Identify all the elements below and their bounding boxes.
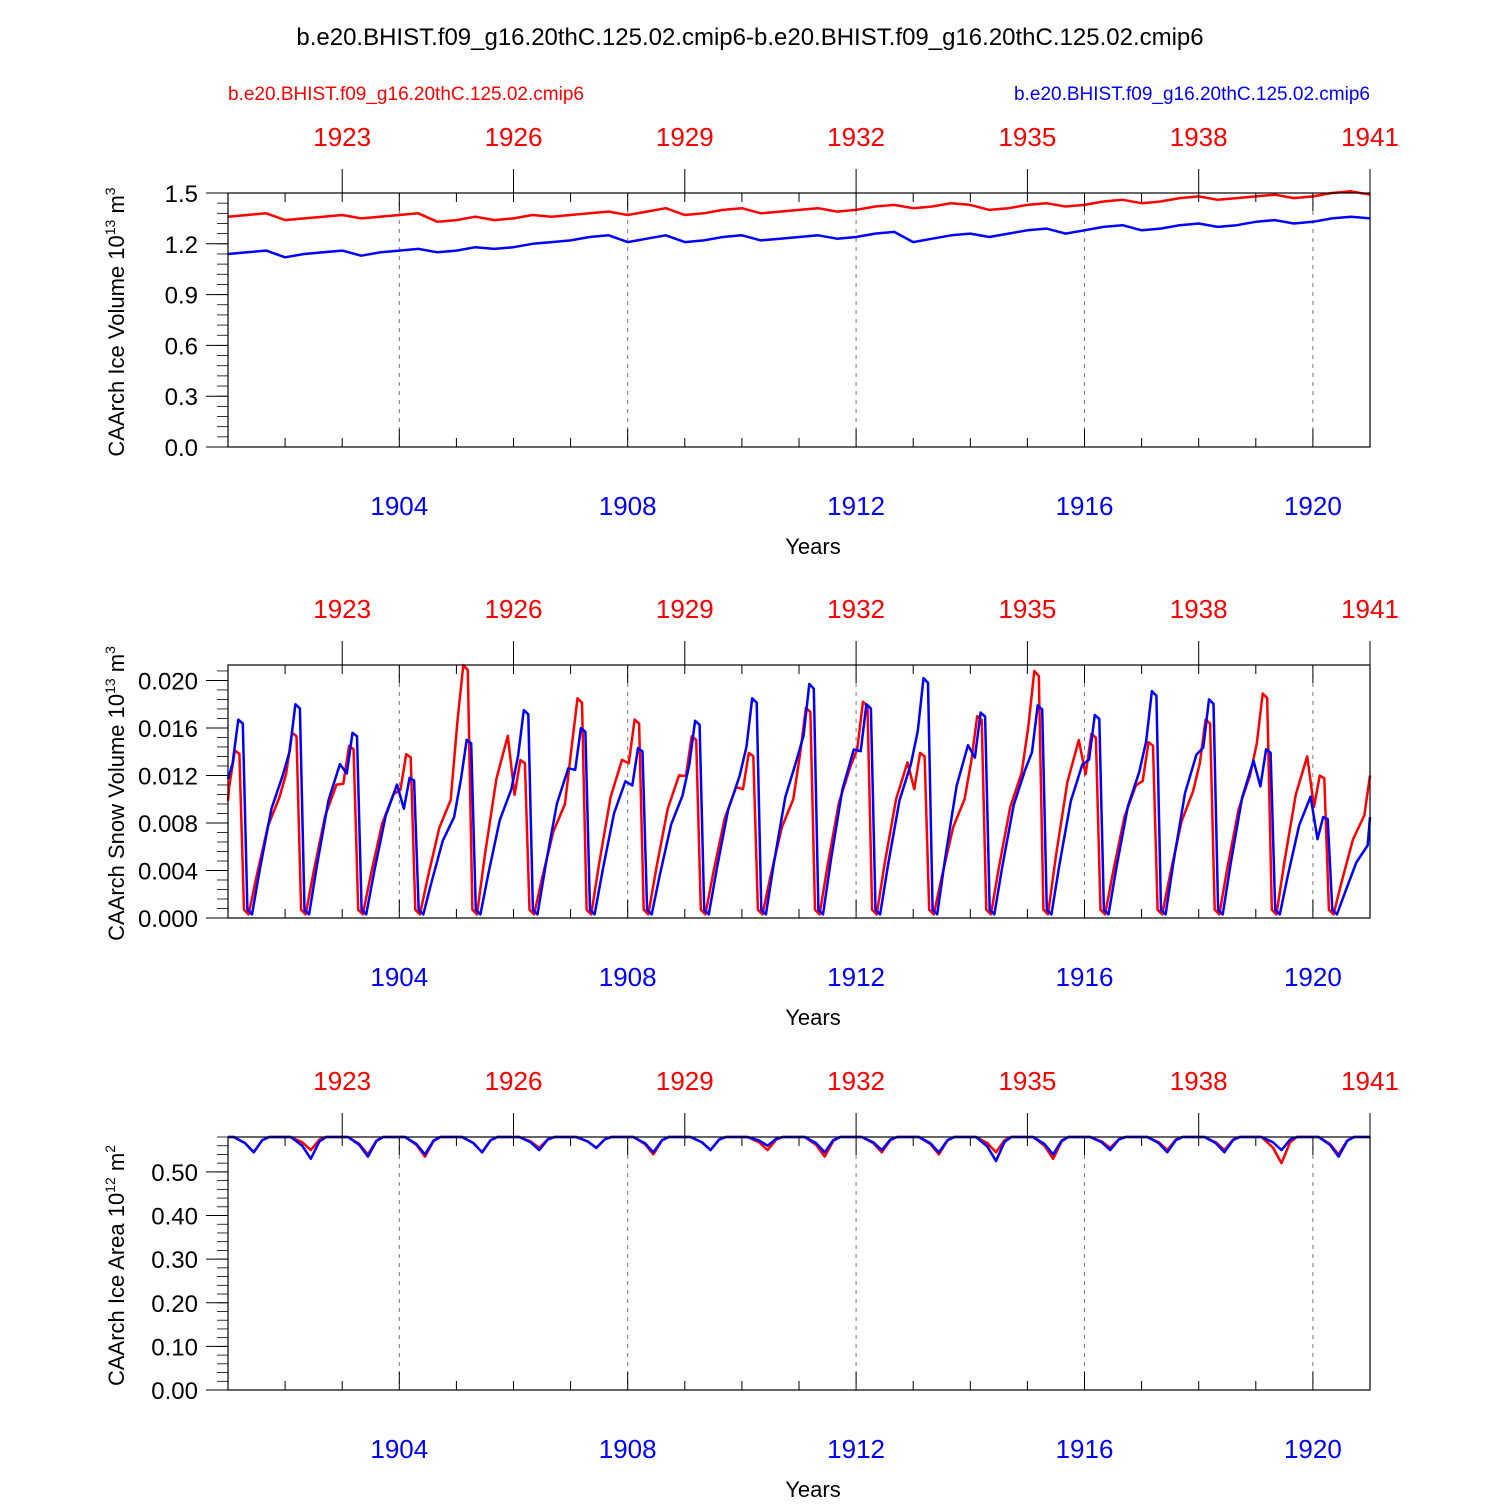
x-tick-label-top: 1935 [998, 1066, 1056, 1096]
y-tick-label: 1.2 [165, 232, 198, 259]
x-tick-label-bottom: 1916 [1056, 1434, 1114, 1464]
y-tick-label: 0.3 [165, 384, 198, 411]
y-tick-label: 0.012 [138, 763, 198, 790]
y-axis-label: CAArch Ice Area 1012 m2 [102, 1145, 129, 1386]
x-tick-label-bottom: 1912 [827, 1434, 885, 1464]
y-tick-label: 0.00 [151, 1378, 198, 1405]
y-tick-label: 0.20 [151, 1291, 198, 1318]
series-line-blue [226, 676, 1372, 916]
x-tick-label-top: 1929 [656, 1066, 714, 1096]
panels: 0.0 0.3 0.6 0.9 1.2 1.5 1904 1908 1912 1916 1920 19… [102, 122, 1399, 1502]
y-tick-label: 0.004 [138, 858, 198, 885]
x-axis-label: Years [785, 534, 840, 559]
x-tick-label-bottom: 1908 [599, 1434, 657, 1464]
y-tick-label: 0.016 [138, 716, 198, 743]
y-tick-label: 0.9 [165, 283, 198, 310]
x-tick-label-top: 1932 [827, 594, 885, 624]
x-tick-label-top: 1935 [998, 594, 1056, 624]
y-tick-label: 0.50 [151, 1160, 198, 1187]
x-tick-label-top: 1938 [1170, 122, 1228, 152]
x-tick-label-top: 1923 [313, 1066, 371, 1096]
panel-3: 0.00 0.10 0.20 0.30 0.40 0.50 1904 1908 1912 1916… [102, 1066, 1399, 1502]
legend-blue-label: b.e20.BHIST.f09_g16.20thC.125.02.cmip6 [1014, 84, 1370, 105]
x-tick-label-top: 1935 [998, 122, 1056, 152]
x-tick-label-bottom: 1916 [1056, 962, 1114, 992]
panel-2: 0.000 0.004 0.008 0.012 0.016 0.020 1904 1908 19… [102, 594, 1399, 1030]
x-tick-label-top: 1932 [827, 122, 885, 152]
x-axis-label: Years [785, 1005, 840, 1030]
y-tick-label: 0.30 [151, 1247, 198, 1274]
x-tick-label-bottom: 1920 [1284, 962, 1342, 992]
x-tick-label-top: 1923 [313, 594, 371, 624]
x-tick-label-top: 1923 [313, 122, 371, 152]
legend-red-label: b.e20.BHIST.f09_g16.20thC.125.02.cmip6 [228, 84, 584, 105]
y-tick-label: 0.40 [151, 1204, 198, 1231]
y-tick-label: 0.000 [138, 906, 198, 933]
y-tick-label: 0.008 [138, 811, 198, 838]
x-tick-label-bottom: 1920 [1284, 1434, 1342, 1464]
y-axis-label: CAArch Ice Volume 1013 m3 [102, 187, 129, 456]
series-line-red [227, 190, 1371, 224]
x-tick-label-top: 1926 [485, 594, 543, 624]
x-tick-label-top: 1941 [1341, 1066, 1399, 1096]
x-tick-label-top: 1938 [1170, 594, 1228, 624]
x-tick-label-top: 1926 [485, 1066, 543, 1096]
y-tick-label: 0.020 [138, 668, 198, 695]
y-tick-label: 1.5 [165, 181, 198, 208]
x-tick-label-top: 1932 [827, 1066, 885, 1096]
x-tick-label-bottom: 1916 [1056, 491, 1114, 521]
x-tick-label-bottom: 1904 [370, 962, 428, 992]
x-tick-label-bottom: 1908 [599, 491, 657, 521]
x-tick-label-top: 1938 [1170, 1066, 1228, 1096]
x-tick-label-top: 1941 [1341, 594, 1399, 624]
y-tick-label: 0.0 [165, 435, 198, 462]
series-line-blue [227, 215, 1371, 259]
panel-1: 0.0 0.3 0.6 0.9 1.2 1.5 1904 1908 1912 1916 1920 19… [102, 122, 1399, 559]
y-axis-label: CAArch Snow Volume 1013 m3 [102, 646, 129, 941]
x-tick-label-bottom: 1912 [827, 962, 885, 992]
x-tick-label-top: 1929 [656, 594, 714, 624]
x-tick-label-bottom: 1920 [1284, 491, 1342, 521]
x-axis-label: Years [785, 1477, 840, 1500]
x-tick-label-bottom: 1904 [370, 1434, 428, 1464]
x-tick-label-bottom: 1904 [370, 491, 428, 521]
y-tick-label: 0.6 [165, 333, 198, 360]
x-tick-label-top: 1926 [485, 122, 543, 152]
chart-title: b.e20.BHIST.f09_g16.20thC.125.02.cmip6-b… [296, 24, 1203, 51]
y-tick-label: 0.10 [151, 1334, 198, 1361]
x-tick-label-bottom: 1912 [827, 491, 885, 521]
x-tick-label-bottom: 1908 [599, 962, 657, 992]
x-tick-label-top: 1941 [1341, 122, 1399, 152]
x-tick-label-top: 1929 [656, 122, 714, 152]
